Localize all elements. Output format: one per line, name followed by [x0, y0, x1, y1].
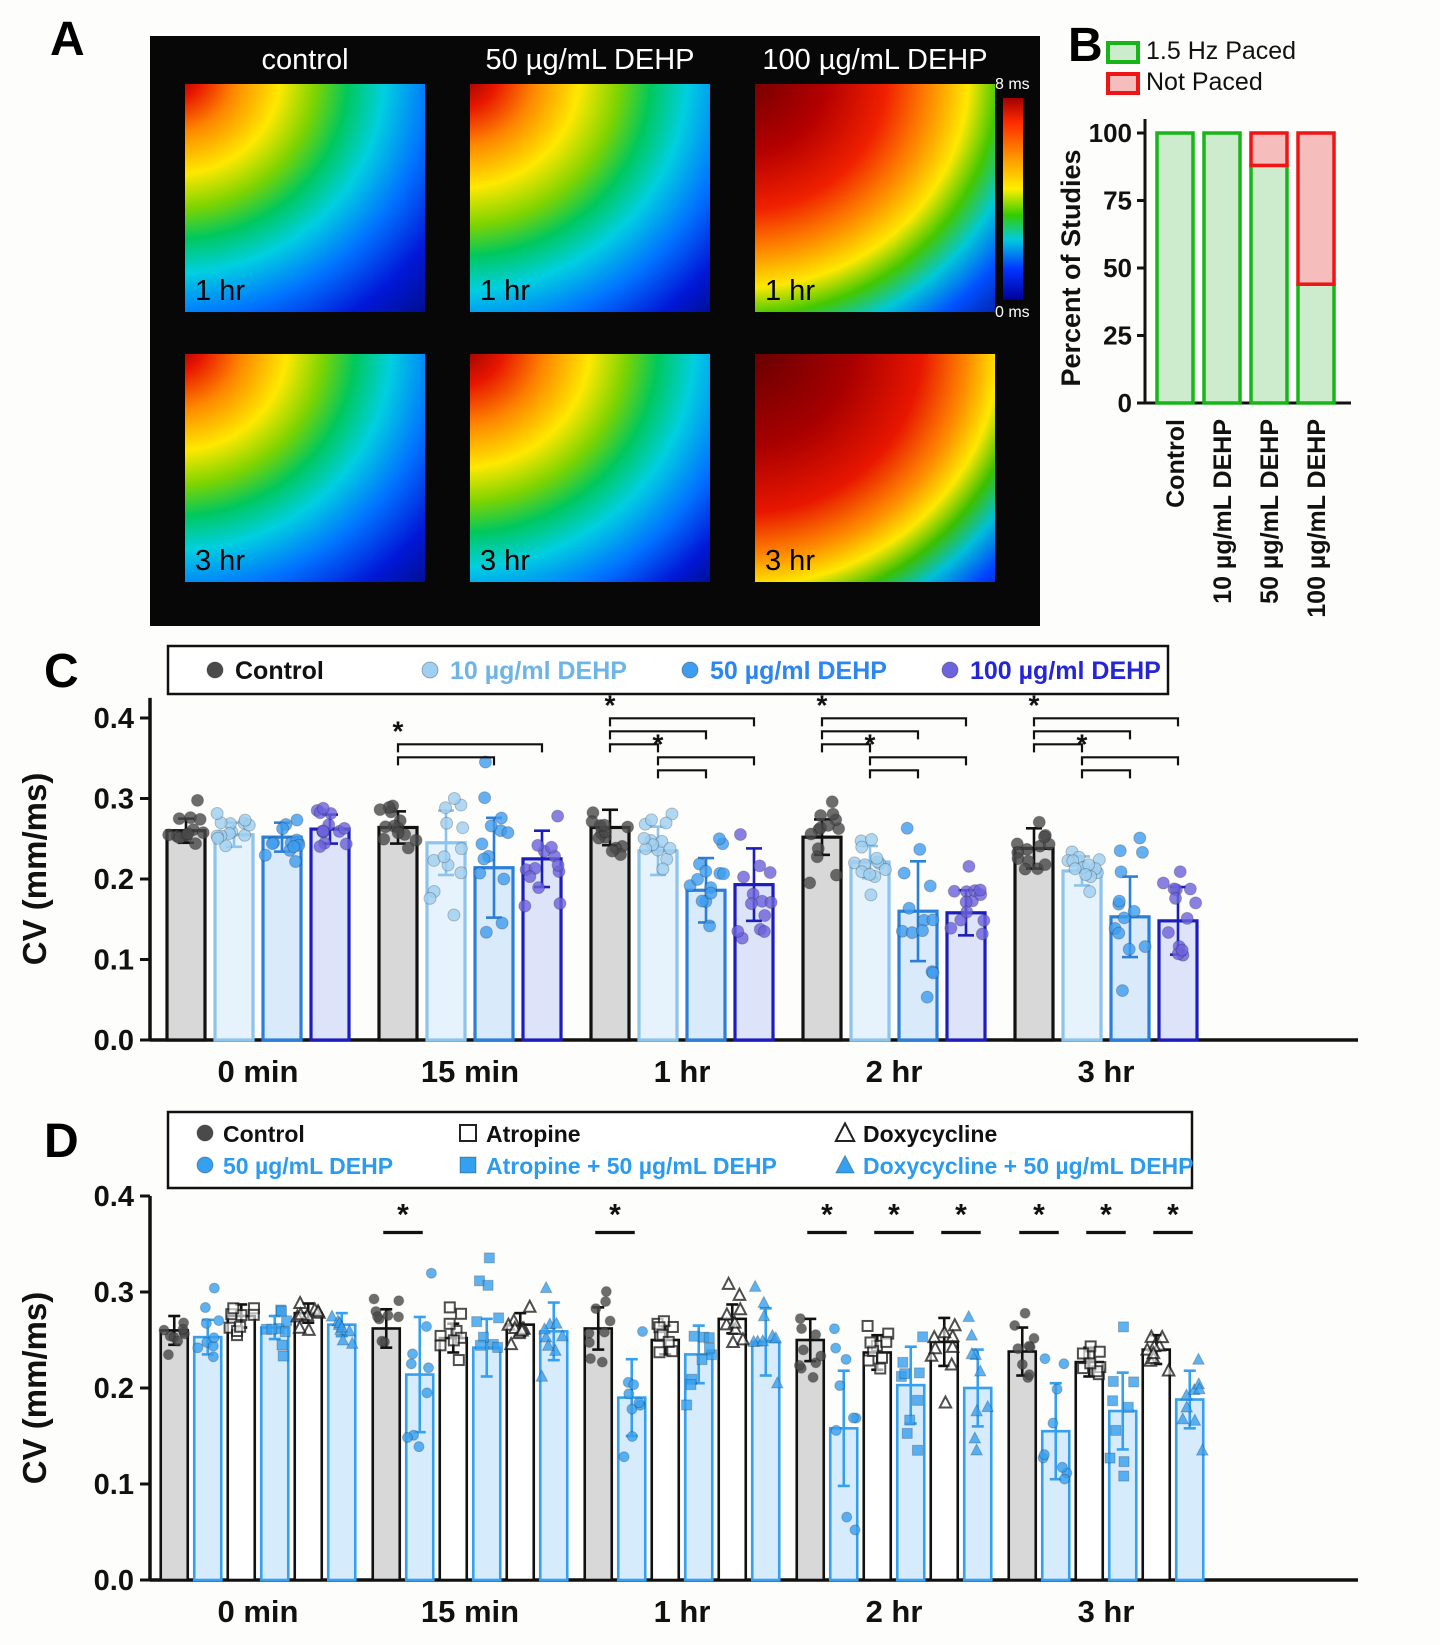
- svg-text:0.0: 0.0: [94, 1025, 134, 1057]
- svg-text:0.0: 0.0: [94, 1565, 134, 1597]
- svg-text:CV (mm/ms): CV (mm/ms): [16, 1292, 53, 1485]
- activation-map-50ug-3hr: 3 hr: [470, 354, 710, 582]
- svg-text:0.3: 0.3: [94, 1277, 134, 1309]
- svg-text:0.1: 0.1: [94, 945, 134, 977]
- svg-text:100 µg/ml DEHP: 100 µg/ml DEHP: [970, 657, 1161, 685]
- svg-text:Control: Control: [235, 657, 324, 685]
- svg-text:15 min: 15 min: [421, 1594, 519, 1629]
- svg-text:Control: Control: [223, 1121, 305, 1147]
- svg-text:*: *: [1029, 689, 1040, 720]
- colorbar: [1003, 98, 1023, 300]
- svg-text:Percent of Studies: Percent of Studies: [1056, 149, 1086, 386]
- svg-text:Doxycycline + 50 µg/mL DEHP: Doxycycline + 50 µg/mL DEHP: [863, 1153, 1194, 1179]
- svg-text:0 min: 0 min: [218, 1594, 299, 1629]
- panel-a-label: A: [50, 13, 85, 66]
- activation-map-control-1hr: 1 hr: [185, 84, 425, 312]
- panel-d-label: D: [44, 1115, 79, 1168]
- column-header-control: control: [261, 44, 349, 76]
- timepoint-label: 1 hr: [480, 275, 530, 307]
- svg-text:10 µg/mL DEHP: 10 µg/mL DEHP: [1209, 419, 1237, 604]
- activation-map-grid: control 50 µg/mL DEHP 100 µg/mL DEHP 1 h…: [150, 36, 1040, 626]
- timepoint-label: 3 hr: [480, 545, 530, 577]
- svg-text:Doxycycline: Doxycycline: [863, 1121, 997, 1147]
- svg-text:*: *: [1167, 1198, 1179, 1231]
- svg-text:0.1: 0.1: [94, 1469, 134, 1501]
- svg-text:0 min: 0 min: [218, 1054, 299, 1089]
- activation-map-50ug-1hr: 1 hr: [470, 84, 710, 312]
- colorbar-min-label: 0 ms: [995, 304, 1030, 321]
- svg-text:*: *: [817, 689, 828, 720]
- svg-text:0.3: 0.3: [94, 784, 134, 816]
- svg-text:Atropine: Atropine: [486, 1121, 581, 1147]
- activation-map-100ug-3hr: 3 hr: [755, 354, 995, 582]
- colorbar-max-label: 8 ms: [995, 76, 1030, 93]
- svg-text:2 hr: 2 hr: [866, 1054, 923, 1089]
- svg-text:100: 100: [1089, 118, 1132, 148]
- svg-text:1 hr: 1 hr: [654, 1054, 711, 1089]
- svg-text:100 µg/mL DEHP: 100 µg/mL DEHP: [1303, 419, 1331, 618]
- svg-text:Not Paced: Not Paced: [1146, 68, 1263, 96]
- svg-text:50: 50: [1103, 253, 1132, 283]
- svg-text:*: *: [821, 1198, 833, 1231]
- panel-b-label: B: [1068, 19, 1103, 72]
- svg-text:2 hr: 2 hr: [866, 1594, 923, 1629]
- svg-text:50 µg/ml DEHP: 50 µg/ml DEHP: [710, 657, 887, 685]
- cv-dose-response-chart: 0.0 0.1 0.2 0.3 0.4 CV (mm/ms) 0 min 15 min 1 hr…: [16, 644, 1358, 1089]
- svg-text:3 hr: 3 hr: [1078, 1054, 1135, 1089]
- activation-map-control-3hr: 3 hr: [185, 354, 425, 582]
- svg-text:*: *: [609, 1198, 621, 1231]
- timepoint-label: 1 hr: [765, 275, 815, 307]
- svg-text:*: *: [888, 1198, 900, 1231]
- svg-text:0.4: 0.4: [94, 703, 134, 735]
- svg-text:CV (mm/ms): CV (mm/ms): [16, 773, 53, 966]
- svg-text:25: 25: [1103, 321, 1132, 351]
- cv-drug-treatment-chart: 0.0 0.1 0.2 0.3 0.4 CV (mm/ms) 0 min 15 min 1 hr…: [16, 1110, 1358, 1629]
- svg-text:0: 0: [1118, 388, 1132, 418]
- timepoint-label: 3 hr: [765, 545, 815, 577]
- timepoint-label: 1 hr: [195, 275, 245, 307]
- svg-text:*: *: [393, 715, 404, 746]
- svg-text:15 min: 15 min: [421, 1054, 519, 1089]
- svg-text:Atropine + 50 µg/mL DEHP: Atropine + 50 µg/mL DEHP: [486, 1153, 777, 1179]
- timepoint-label: 3 hr: [195, 545, 245, 577]
- svg-text:0.2: 0.2: [94, 1373, 134, 1405]
- activation-map-100ug-1hr: 1 hr: [755, 84, 995, 312]
- svg-text:3 hr: 3 hr: [1078, 1594, 1135, 1629]
- svg-text:50 µg/mL DEHP: 50 µg/mL DEHP: [1256, 419, 1284, 604]
- svg-text:1.5 Hz Paced: 1.5 Hz Paced: [1146, 37, 1296, 65]
- svg-text:*: *: [605, 689, 616, 720]
- column-header-100ug: 100 µg/mL DEHP: [762, 44, 988, 76]
- column-header-50ug: 50 µg/mL DEHP: [485, 44, 695, 76]
- svg-text:*: *: [955, 1198, 967, 1231]
- svg-text:50 µg/mL DEHP: 50 µg/mL DEHP: [223, 1153, 393, 1179]
- svg-text:Control: Control: [1162, 419, 1190, 508]
- svg-text:*: *: [397, 1198, 409, 1231]
- svg-text:10 µg/ml DEHP: 10 µg/ml DEHP: [450, 657, 627, 685]
- svg-text:1 hr: 1 hr: [654, 1594, 711, 1629]
- svg-text:75: 75: [1103, 186, 1132, 216]
- panel-c-label: C: [44, 645, 79, 698]
- svg-text:0.4: 0.4: [94, 1181, 134, 1213]
- svg-text:*: *: [1100, 1198, 1112, 1231]
- svg-text:0.2: 0.2: [94, 864, 134, 896]
- svg-text:*: *: [1033, 1198, 1045, 1231]
